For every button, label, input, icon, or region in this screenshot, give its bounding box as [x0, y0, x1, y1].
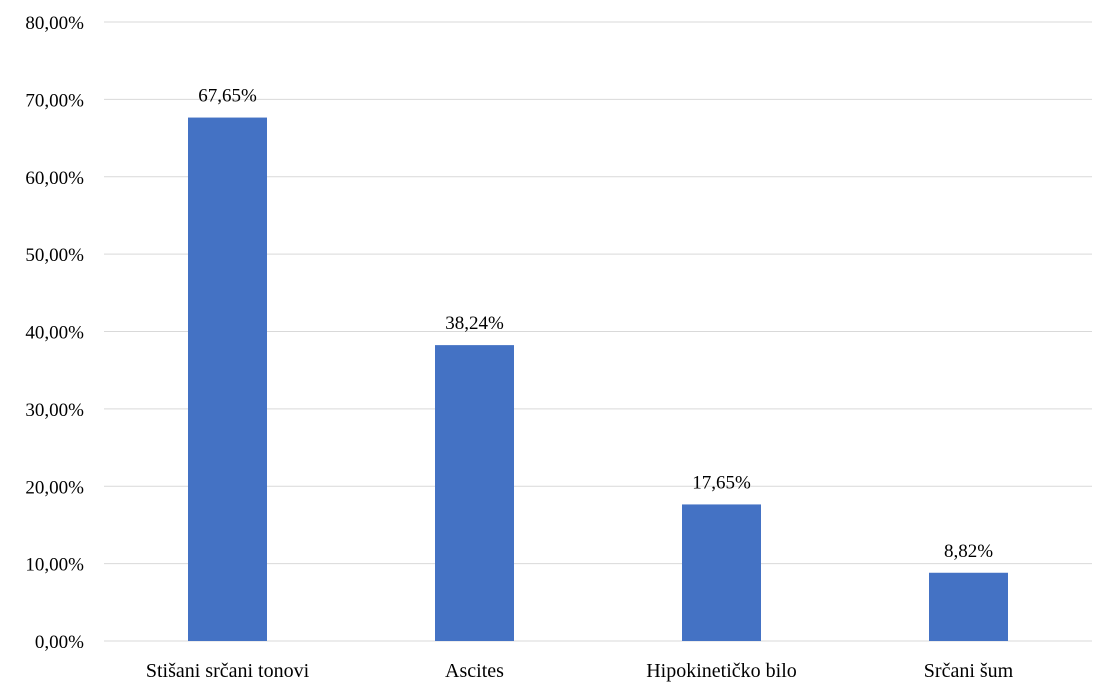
data-label: 17,65% — [692, 472, 751, 493]
y-tick-label: 60,00% — [25, 168, 84, 189]
y-tick-label: 20,00% — [25, 477, 84, 498]
data-label: 38,24% — [445, 313, 504, 334]
x-category-label: Hipokinetičko bilo — [646, 660, 797, 682]
y-tick-label: 0,00% — [35, 632, 84, 653]
data-label: 67,65% — [198, 86, 257, 107]
x-category-label: Stišani srčani tonovi — [146, 660, 310, 682]
y-tick-label: 80,00% — [25, 13, 84, 34]
bar — [188, 117, 267, 642]
bars — [188, 117, 1008, 642]
data-labels: 67,65% 38,24% 17,65% 8,82% — [198, 86, 993, 562]
x-category-label: Srčani šum — [924, 660, 1014, 682]
y-tick-label: 10,00% — [25, 555, 84, 576]
data-label: 8,82% — [944, 541, 993, 562]
x-axis-categories: Stišani srčani tonovi Ascites Hipokinetičk… — [146, 660, 1014, 682]
bar — [682, 504, 761, 641]
y-axis-ticks: 0,00% 10,00% 20,00% 30,00% 40,00% 50,00% 60,00… — [25, 13, 84, 653]
x-category-label: Ascites — [445, 660, 504, 682]
gridlines — [104, 21, 1092, 642]
bar — [435, 345, 514, 641]
y-tick-label: 30,00% — [25, 400, 84, 421]
y-tick-label: 40,00% — [25, 323, 84, 344]
y-tick-label: 50,00% — [25, 245, 84, 266]
y-tick-label: 70,00% — [25, 90, 84, 111]
bar — [929, 572, 1008, 641]
